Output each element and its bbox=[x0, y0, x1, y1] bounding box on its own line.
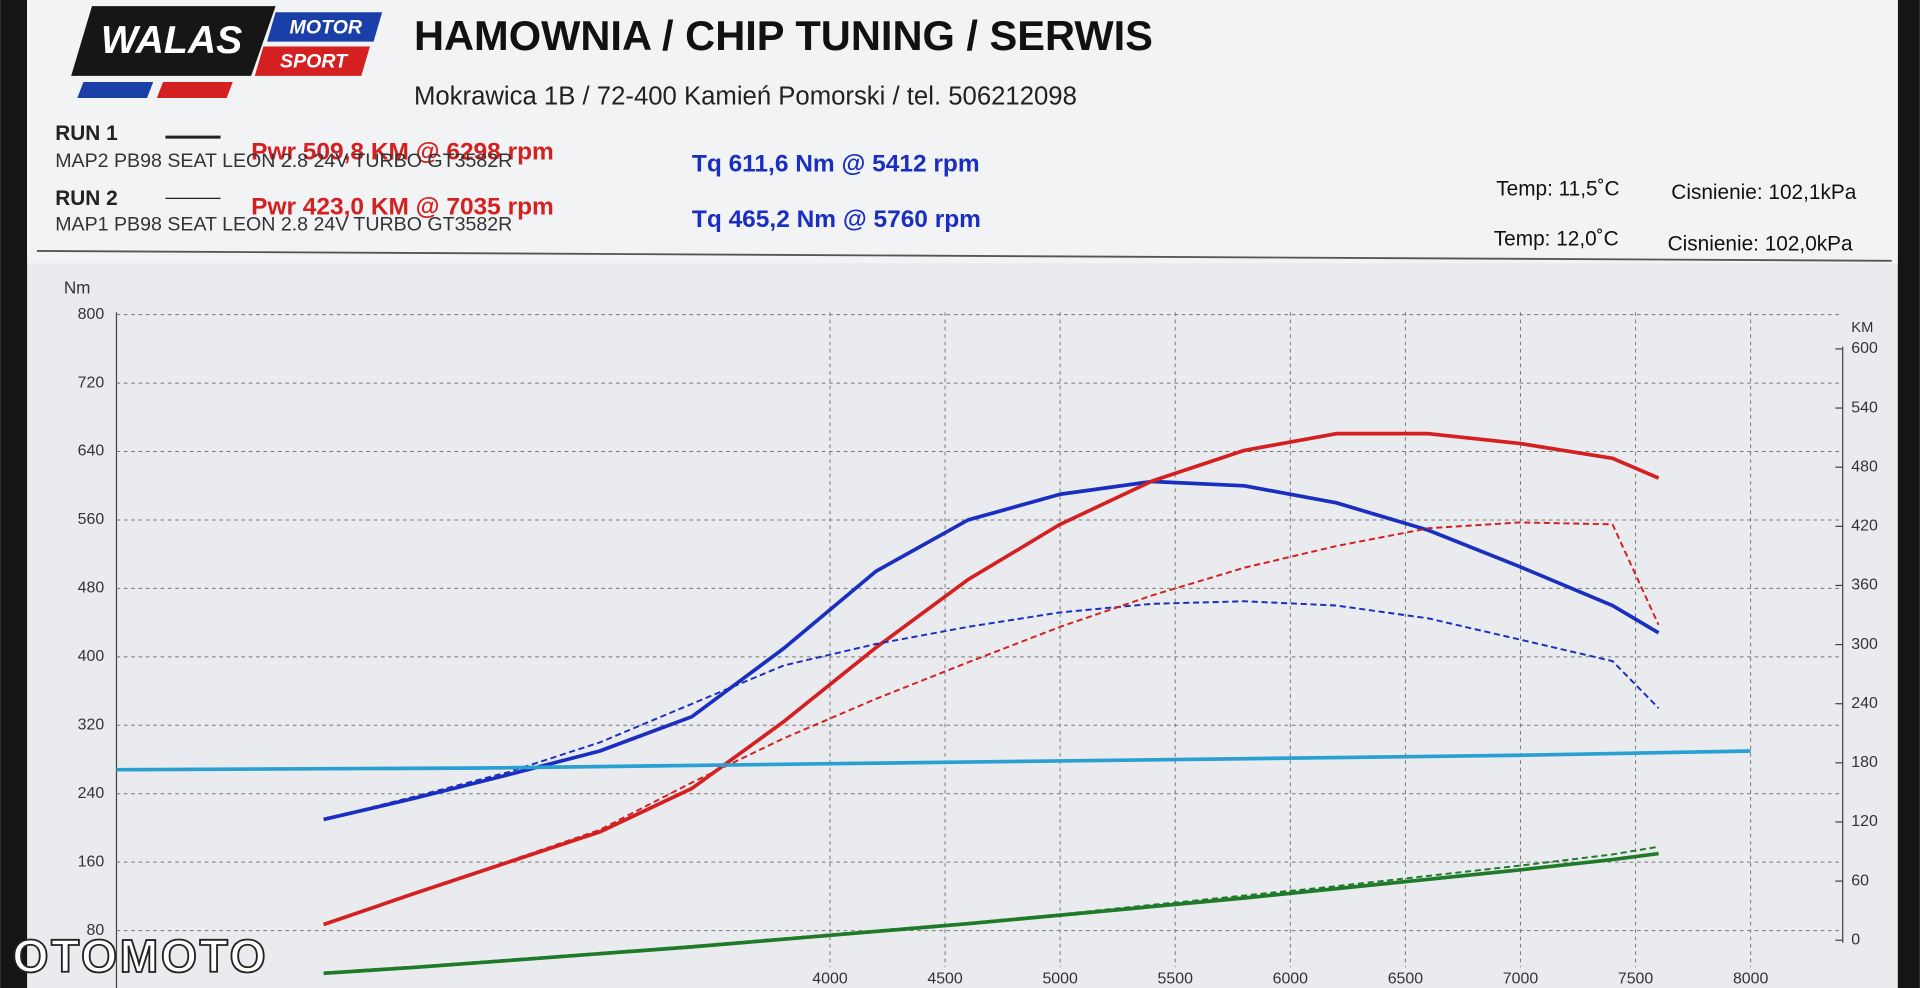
plot: 8016024032040048056064072080006012018024… bbox=[78, 306, 1878, 988]
run-temp: Temp: 12,0˚C bbox=[1494, 227, 1619, 250]
series-line bbox=[323, 521, 1660, 926]
x-tick-label: 4000 bbox=[812, 971, 848, 988]
y-tick-label: 800 bbox=[78, 306, 105, 323]
y2-tick-label: 600 bbox=[1851, 340, 1878, 357]
x-tick-label: 6500 bbox=[1388, 971, 1424, 988]
logo-stripe bbox=[156, 82, 233, 98]
logo-motor: MOTOR bbox=[290, 16, 363, 38]
y2-tick-label: 480 bbox=[1851, 458, 1878, 475]
run-power: Pwr 423,0 KM @ 7035 rpm bbox=[251, 194, 554, 221]
y-tick-label: 160 bbox=[78, 853, 105, 870]
header-divider bbox=[36, 250, 1892, 262]
y2-tick-label: 240 bbox=[1851, 695, 1878, 712]
bezel-right bbox=[1897, 0, 1920, 988]
y2-tick-label: 540 bbox=[1851, 399, 1878, 416]
run-torque: Tq 465,2 Nm @ 5760 rpm bbox=[692, 206, 981, 233]
run-map: MAP2 PB98 SEAT LEON 2.8 24V TURBO GT3582… bbox=[55, 150, 512, 172]
bezel-left bbox=[0, 0, 28, 988]
series-line bbox=[323, 479, 1660, 822]
y2-tick-label: 360 bbox=[1851, 577, 1878, 594]
y2-tick-label: 300 bbox=[1851, 636, 1878, 653]
series-line bbox=[323, 431, 1660, 927]
y2-tick-label: 180 bbox=[1851, 754, 1878, 771]
x-tick-label: 7500 bbox=[1618, 971, 1654, 988]
x-tick-label: 5000 bbox=[1042, 971, 1078, 988]
y-tick-label: 320 bbox=[78, 716, 105, 733]
run-pressure: Cisnienie: 102,0kPa bbox=[1668, 232, 1853, 255]
logo-shape bbox=[71, 6, 276, 76]
run-label: RUN 1 bbox=[55, 122, 117, 145]
x-tick-label: 5500 bbox=[1158, 971, 1194, 988]
watermark-group: OTOMOTO bbox=[11, 929, 268, 983]
y-tick-label: 480 bbox=[78, 580, 105, 597]
run-map: MAP1 PB98 SEAT LEON 2.8 24V TURBO GT3582… bbox=[55, 213, 512, 235]
x-tick-label: 7000 bbox=[1503, 971, 1539, 988]
y2-tick-label: 420 bbox=[1851, 518, 1878, 535]
y-tick-label: 400 bbox=[78, 648, 105, 665]
x-tick-label: 6000 bbox=[1273, 971, 1309, 988]
logo-motor-shape bbox=[267, 12, 383, 42]
logo-sport: SPORT bbox=[280, 51, 349, 73]
header-address: Mokrawica 1B / 72-400 Kamień Pomorski / … bbox=[414, 83, 1077, 111]
run-pressure: Cisnienie: 102,1kPa bbox=[1671, 181, 1856, 204]
y-tick-label: 720 bbox=[78, 374, 105, 391]
series-line bbox=[116, 749, 1751, 772]
series-line bbox=[323, 600, 1660, 821]
header-area bbox=[27, 0, 1898, 264]
y-tick-label: 240 bbox=[78, 785, 105, 802]
logo-sport-shape bbox=[254, 46, 370, 76]
x-tick-label: 4500 bbox=[927, 971, 963, 988]
logo-name: WALAS bbox=[101, 19, 242, 62]
y2-tick-label: 60 bbox=[1851, 872, 1869, 889]
y-axis-label: Nm bbox=[64, 277, 91, 297]
y2-axis-label: KM bbox=[1851, 320, 1873, 336]
run-label: RUN 2 bbox=[55, 187, 117, 210]
run-temp: Temp: 11,5˚C bbox=[1496, 177, 1619, 200]
logo-stripe bbox=[77, 82, 154, 98]
header-title: HAMOWNIA / CHIP TUNING / SERWIS bbox=[414, 12, 1153, 59]
y-tick-label: 80 bbox=[87, 922, 105, 939]
y-tick-label: 560 bbox=[78, 511, 105, 528]
y2-tick-label: 0 bbox=[1851, 931, 1860, 948]
watermark: OTOMOTO bbox=[12, 930, 268, 982]
run-torque: Tq 611,6 Nm @ 5412 rpm bbox=[692, 151, 980, 178]
run-power: Pwr 509,8 KM @ 6298 rpm bbox=[251, 139, 554, 166]
series-line bbox=[323, 845, 1659, 974]
y2-tick-label: 120 bbox=[1851, 813, 1878, 830]
y-tick-label: 640 bbox=[78, 443, 105, 460]
x-tick-label: 8000 bbox=[1733, 971, 1769, 988]
